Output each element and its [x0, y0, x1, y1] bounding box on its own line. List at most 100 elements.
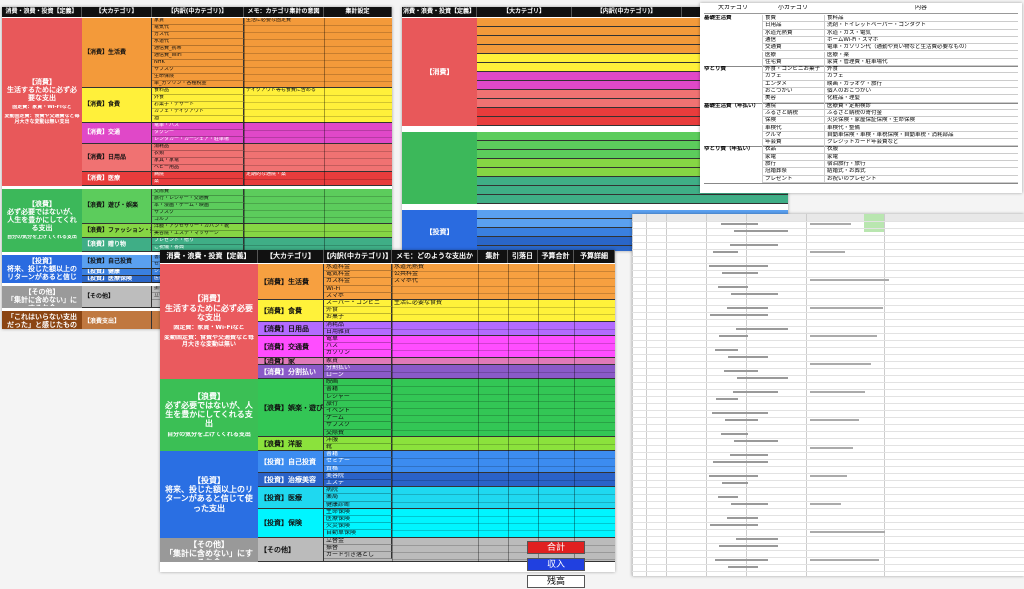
item-cell: エステ	[324, 480, 392, 488]
col-line	[806, 214, 807, 576]
col-line	[574, 364, 575, 380]
grid-line	[392, 372, 615, 373]
row-fill	[82, 172, 392, 186]
row-line	[632, 221, 1024, 222]
item-cell: カード引き落とし	[324, 552, 392, 560]
grid-line	[244, 231, 392, 232]
col-line	[392, 300, 393, 322]
row-fill	[258, 487, 615, 509]
item-cell: 健康診断	[324, 501, 392, 509]
category-cell: 【消費】分割払い	[258, 364, 324, 380]
col-line	[244, 172, 245, 186]
item-cell: カフェ・テイクアウト	[152, 109, 244, 116]
col-line	[538, 487, 539, 509]
header-cell: 集計	[478, 250, 508, 263]
col-line	[244, 144, 245, 172]
row-line	[632, 270, 1024, 271]
item-cell: ガス料金	[324, 278, 392, 286]
row-fill	[477, 159, 788, 168]
text-stub	[724, 370, 758, 372]
category-cell: 【投資】治療美容	[258, 472, 324, 488]
grid-line	[244, 151, 392, 152]
row-line	[632, 487, 1024, 488]
item-cell: 交際費	[152, 189, 244, 196]
item-cell: 旅行・レジャー・交通費	[152, 196, 244, 203]
row-fill	[477, 99, 788, 108]
category-cell: 【消費】生活費	[258, 264, 324, 300]
grid-line	[244, 165, 392, 166]
col-line	[324, 224, 325, 238]
text-stub	[728, 566, 758, 568]
text-stub	[727, 517, 758, 519]
row-fill	[82, 144, 392, 172]
header-cell: メモ：カテゴリ集計の意図	[244, 7, 324, 17]
category-cell: 【浪費支出】	[82, 311, 152, 329]
item-cell: 洋服	[324, 436, 392, 444]
row-line	[632, 375, 1024, 376]
definition-note: 自分の気分を上げてくれる支出	[7, 235, 77, 241]
category-cell: 【投資】保険	[258, 508, 324, 538]
category-cell: 【消費】家	[258, 357, 324, 365]
text-stub	[810, 223, 851, 225]
item-cell: ベビー用品	[152, 165, 244, 172]
col-line	[538, 508, 539, 538]
item-cell: Wi-Fi	[324, 285, 392, 293]
item-cell: スマホ	[324, 292, 392, 300]
definition-note: 変動固定費：食費や交通費など毎月大きな変動は無い	[163, 334, 254, 348]
col-line	[478, 300, 479, 322]
table-cell: 自動車保険・車検・車税保険・自動車税・消耗部品	[824, 131, 1018, 140]
accent-cell	[864, 214, 884, 232]
item-cell: 生命保険	[152, 74, 244, 81]
item-cell: 電気料金	[324, 271, 392, 279]
grid-line	[392, 516, 615, 517]
row-fill	[258, 336, 615, 358]
table-cell: 個人のおこづかい	[824, 88, 1018, 96]
item-cell: サブスク	[152, 67, 244, 74]
row-line	[632, 494, 1024, 495]
item-cell: 生命保険	[324, 508, 392, 516]
row-fill	[477, 168, 788, 177]
group-line	[704, 146, 1018, 148]
col-line	[538, 436, 539, 452]
text-stub	[810, 307, 883, 309]
grid-line	[392, 422, 615, 424]
row-line	[632, 319, 1024, 320]
row-line	[632, 277, 1024, 278]
col-line	[392, 487, 393, 509]
row-line	[632, 361, 1024, 362]
table-cell: エンタメ	[762, 80, 824, 88]
col-line	[538, 379, 539, 437]
table-cell: 外食	[824, 66, 1018, 74]
col-line	[508, 451, 509, 473]
header-cell: 集計設定	[324, 7, 392, 17]
category-cell: 【投資】医療	[258, 487, 324, 509]
memo-cell: 公共料金	[394, 271, 419, 278]
definition-cell: 【浪費】 必ず必要ではないが、人生を豊かにしてくれる支出 自分の気分を上げてくれる…	[160, 379, 258, 452]
col-line	[746, 214, 747, 576]
row-line	[632, 431, 1024, 432]
col-line	[392, 321, 393, 336]
row-line	[632, 508, 1024, 509]
category-cell: 【その他】	[258, 537, 324, 562]
row-fill	[82, 123, 392, 144]
definition-title: 【浪費】 必ず必要ではないが、人生を豊かにしてくれる支出	[165, 391, 253, 429]
col-line	[244, 88, 245, 123]
item-cell: 水道料金	[324, 264, 392, 272]
item-cell: 通信費_携帯	[152, 46, 244, 53]
row-fill	[477, 81, 788, 90]
row-line	[632, 529, 1024, 530]
item-cell: お菓子	[324, 314, 392, 322]
col-line	[538, 336, 539, 358]
table-cell: 交通費	[762, 44, 824, 52]
grid-line	[244, 95, 392, 96]
table-cell: ホームWi-Fi・スマホ	[824, 36, 1018, 45]
row-line	[632, 312, 1024, 313]
row-fill	[477, 54, 788, 63]
col-line	[574, 379, 575, 437]
grid-line	[244, 196, 392, 197]
definition-cell: 【その他】 「集計に含めない」にするお金	[2, 286, 82, 308]
table-cell: おこづかい	[762, 88, 824, 96]
col-line	[508, 336, 509, 358]
item-cell: ガス代	[152, 32, 244, 39]
col-line	[538, 364, 539, 380]
